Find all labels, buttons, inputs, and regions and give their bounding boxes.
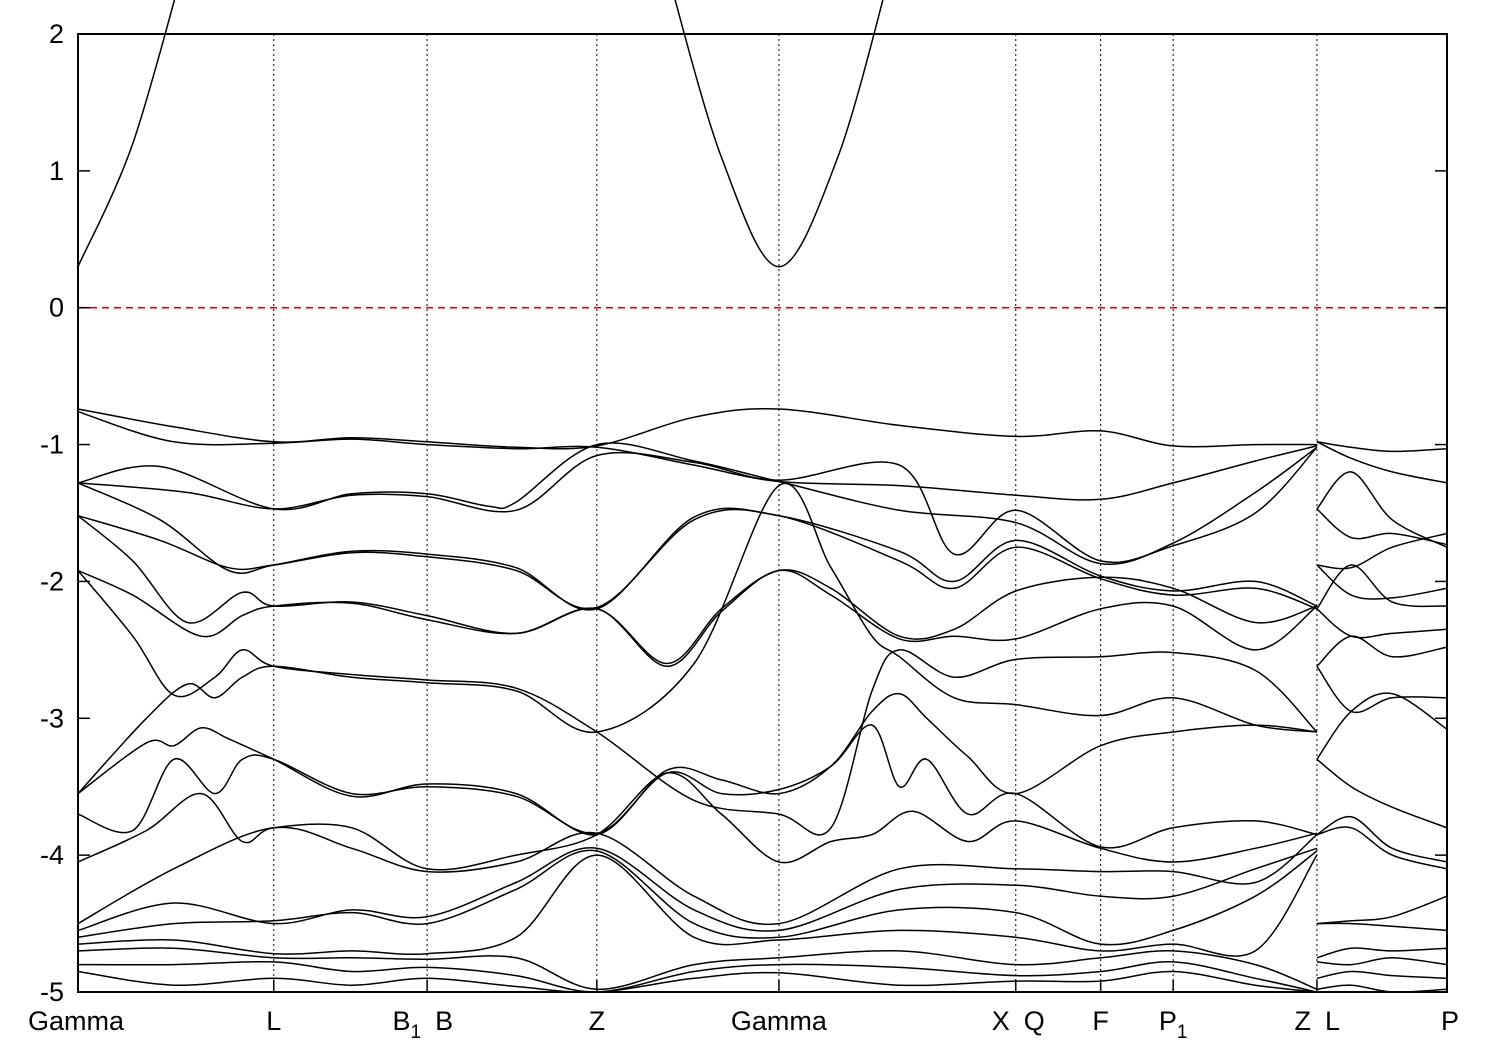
band-line-36 <box>1316 895 1448 925</box>
band-series <box>77 0 1448 993</box>
y-tick-label: -4 <box>40 840 64 870</box>
y-tick-label: -1 <box>40 430 64 460</box>
band-line-34 <box>1316 816 1448 863</box>
band-line-12 <box>77 692 1317 836</box>
y-tick-label: 0 <box>49 293 64 323</box>
x-tick-label: Z <box>589 1006 606 1036</box>
band-line-33 <box>1316 758 1448 829</box>
band-line-14 <box>77 772 1318 871</box>
y-tick-label: 2 <box>49 19 64 49</box>
band-line-8 <box>77 515 1318 665</box>
x-tick-label: Q <box>1024 1006 1045 1036</box>
band-line-39 <box>1316 957 1448 966</box>
x-tick-label: Gamma <box>731 1006 828 1036</box>
band-line-18 <box>77 854 1318 957</box>
k-point-lines <box>273 34 1318 992</box>
y-axis: 2 1 0 -1 -2 -3 -4 -5 <box>40 19 1447 1007</box>
band-line-10 <box>77 570 1318 836</box>
band-line-15 <box>77 826 1318 926</box>
band-line-22 <box>1316 441 1448 453</box>
x-axis: Gamma L B1 B Z Gamma X Q F P1 Z L P <box>28 980 1459 1043</box>
x-tick-label: P <box>1441 1006 1459 1036</box>
band-line-19 <box>77 947 1318 991</box>
band-line-37 <box>1316 922 1448 932</box>
x-tick-label: X <box>992 1006 1010 1036</box>
y-tick-label: -2 <box>40 566 64 596</box>
band-line-13 <box>77 724 1318 849</box>
x-tick-label: F <box>1092 1006 1109 1036</box>
band-line-21 <box>77 970 1317 993</box>
band-line-32 <box>1316 692 1448 760</box>
band-line-26 <box>1316 532 1448 570</box>
band-line-29 <box>1316 608 1448 639</box>
x-tick-label: L <box>1325 1006 1340 1036</box>
band-line-11 <box>77 482 1317 795</box>
x-tick-label: Z <box>1294 1006 1311 1036</box>
band-line-0 <box>77 0 176 268</box>
band-line-38 <box>1316 947 1448 959</box>
y-tick-label: -5 <box>40 977 64 1007</box>
x-tick-label: L <box>266 1006 281 1036</box>
band-line-9 <box>77 569 1318 668</box>
band-line-7 <box>77 508 1318 610</box>
band-line-40 <box>1316 970 1448 980</box>
band-line-30 <box>1316 635 1448 667</box>
band-line-6 <box>77 482 1318 611</box>
x-tick-label: Gamma <box>28 1006 125 1036</box>
band-line-4 <box>77 442 1318 565</box>
x-tick-label: P1 <box>1159 1006 1188 1043</box>
x-tick-label: B1 <box>393 1006 422 1043</box>
band-line-1 <box>674 0 884 268</box>
band-line-28 <box>1316 564 1448 610</box>
band-line-23 <box>1316 441 1448 484</box>
y-tick-label: 1 <box>49 156 64 186</box>
plot-frame <box>77 33 1448 993</box>
band-line-5 <box>77 446 1318 564</box>
band-line-20 <box>77 960 1318 993</box>
y-tick-label: -3 <box>40 703 64 733</box>
band-line-35 <box>1316 826 1448 870</box>
band-line-27 <box>1316 564 1448 600</box>
band-line-17 <box>77 849 1318 946</box>
band-line-31 <box>1316 665 1448 714</box>
band-line-3 <box>77 410 1318 501</box>
band-line-16 <box>77 847 1318 932</box>
x-tick-label: B <box>435 1006 453 1036</box>
band-line-25 <box>1316 471 1448 548</box>
